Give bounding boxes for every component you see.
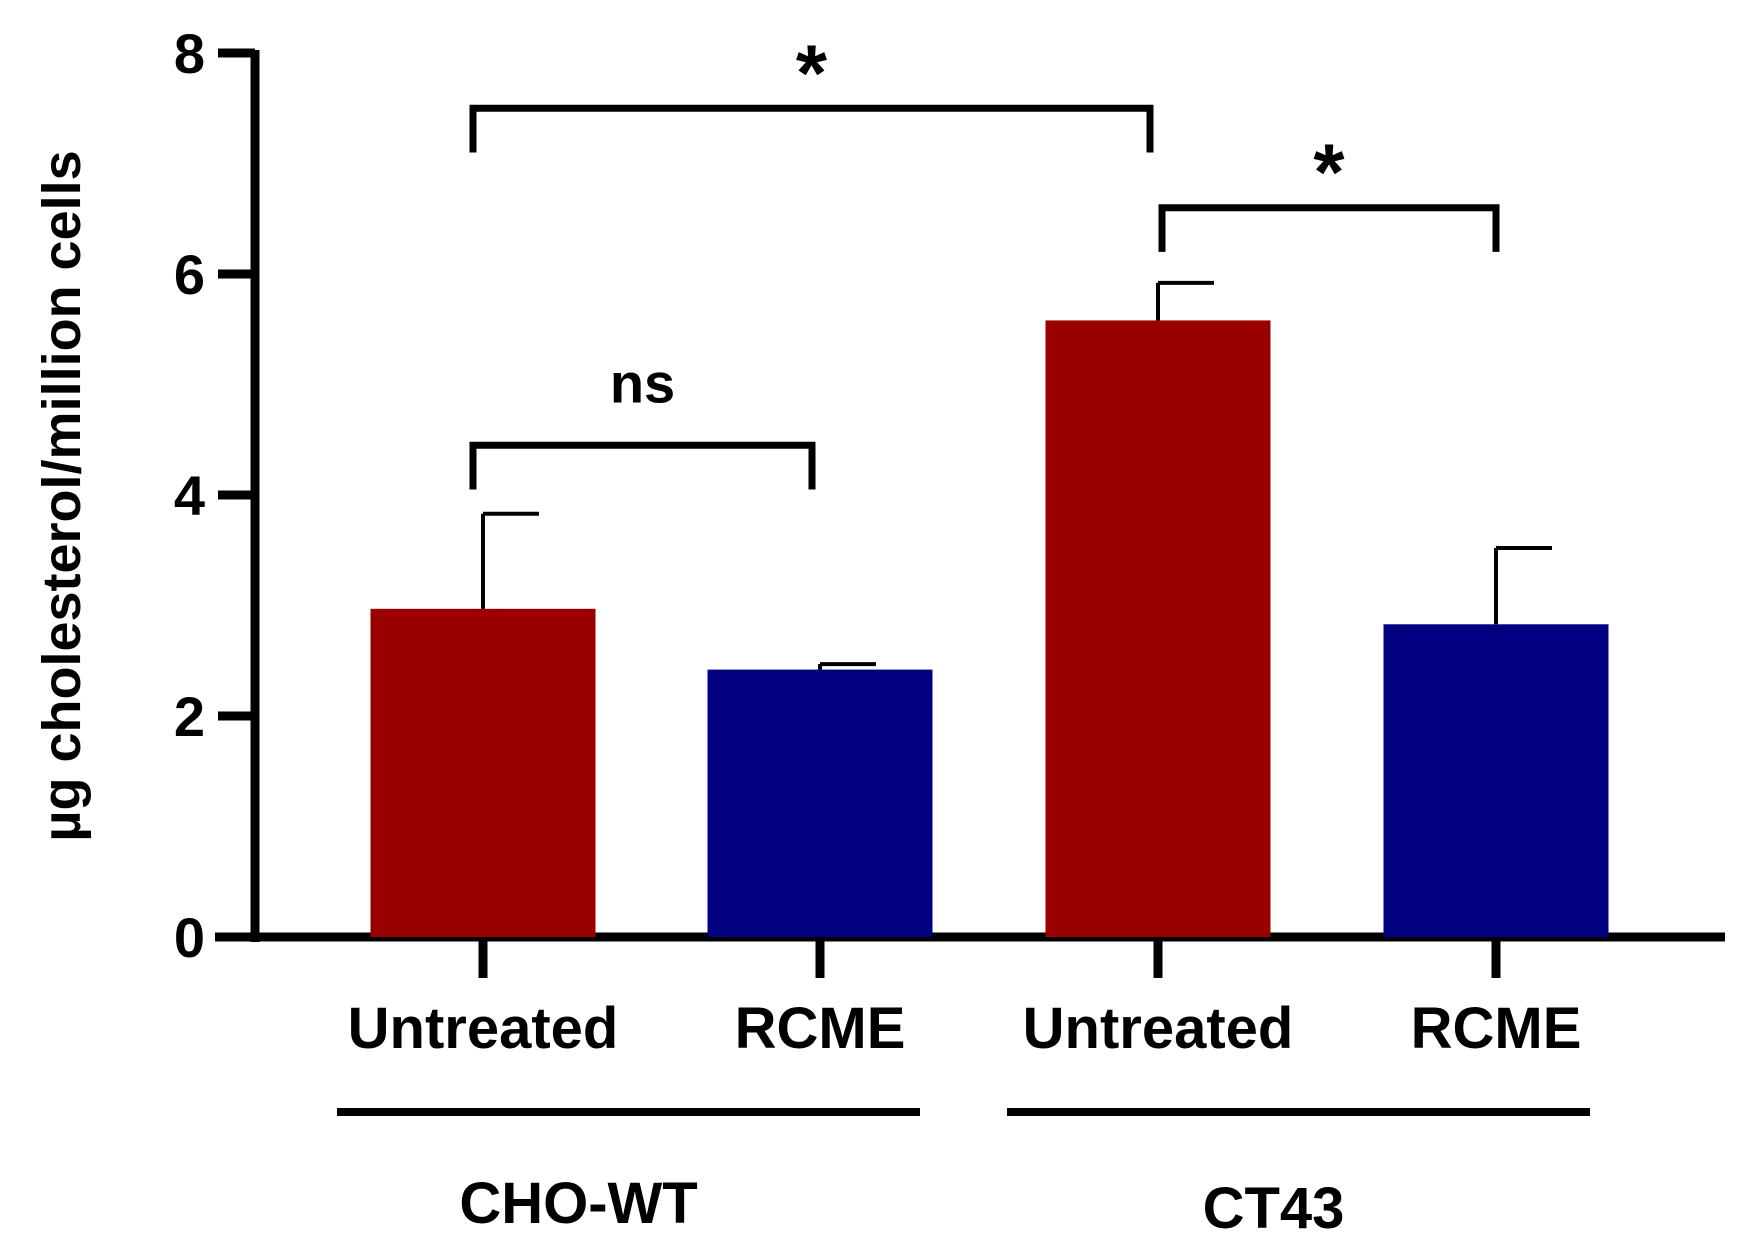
bars [370,320,1609,937]
x-axis [215,932,1725,978]
y-tick-label: 8 [174,22,205,85]
group-label-ct43: CT43 [1203,1176,1345,1241]
significance-bracket [469,104,1154,153]
y-tick-label: 6 [174,243,205,306]
bar-ct43-rcme [1383,624,1609,937]
category-label: RCME [735,996,906,1061]
error-bars [481,280,1552,670]
category-label: Untreated [1023,996,1294,1061]
category-label: Untreated [348,996,619,1061]
significance-annotations: ns * * [469,28,1500,490]
category-label: RCME [1411,996,1582,1061]
significance-bracket [1158,204,1500,252]
y-tick-label: 2 [174,685,205,748]
significance-star: * [1313,128,1345,217]
group-label-cho-wt: CHO-WT [459,1171,697,1236]
significance-ns: ns [610,351,675,414]
bar-cho-wt-rcme [707,669,933,937]
significance-star: * [796,28,828,117]
bar-cho-wt-untreated [370,608,596,937]
y-axis: 0 2 4 6 8 [174,22,260,969]
group-labels: CHO-WT CT43 [337,1108,1590,1241]
y-tick-label: 0 [174,906,205,969]
y-axis-label: µg cholesterol/million cells [32,150,92,841]
category-labels: Untreated RCME Untreated RCME [348,996,1582,1061]
bar-ct43-untreated [1045,320,1271,937]
y-tick-label: 4 [174,464,205,527]
significance-bracket [469,441,816,490]
